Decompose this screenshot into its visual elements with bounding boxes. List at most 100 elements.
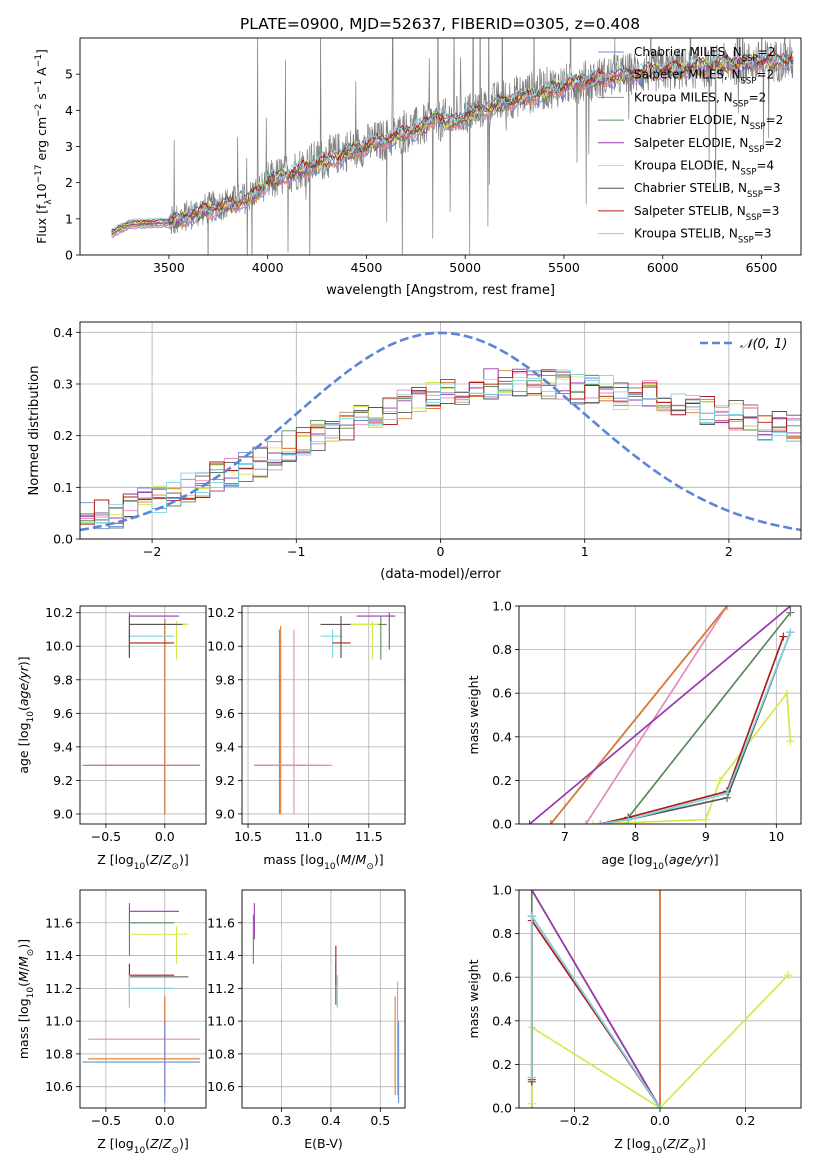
weight-marker	[786, 606, 795, 610]
x-tick-label: −2	[143, 544, 161, 559]
y-tick-label: 11.2	[207, 981, 235, 996]
x-tick-label: 9	[702, 829, 710, 844]
histogram-series	[80, 370, 801, 525]
y-tick-label: 0.4	[53, 325, 73, 340]
metallicity-xlabel: Z [log10(Z/Z⊙)]	[97, 1136, 189, 1156]
y-tick-label: 0.0	[492, 817, 512, 832]
y-tick-label: 9.8	[215, 672, 235, 687]
y-tick-label: 0.8	[492, 642, 512, 657]
x-tick-label: 0.0	[155, 1113, 175, 1128]
weight-line	[585, 606, 728, 824]
weight-marker	[715, 776, 724, 785]
y-tick-label: 0	[65, 248, 73, 263]
weight-marker	[786, 737, 795, 746]
weight-marker	[624, 815, 633, 824]
weight-line	[550, 606, 728, 824]
spectrum-lines	[111, 38, 794, 255]
figure-title: PLATE=0900, MJD=52637, FIBERID=0305, z=0…	[240, 15, 640, 33]
y-tick-label: 9.4	[53, 739, 73, 754]
weight-marker	[722, 606, 731, 610]
y-tick-label: 0.0	[53, 532, 73, 547]
y-tick-label: 11.4	[45, 948, 73, 963]
axes-frame	[79, 321, 802, 540]
x-tick-label: 4500	[351, 260, 383, 275]
weight-marker	[782, 689, 791, 698]
errorbars-age_vs_mass	[254, 612, 396, 814]
metallicity-xlabel: Z [log10(Z/Z⊙)]	[614, 1136, 706, 1156]
y-tick-label: 10.0	[45, 639, 73, 654]
gaussian-legend-label: 𝒩(0, 1)	[740, 337, 787, 352]
x-tick-label: 0.5	[370, 1113, 390, 1128]
y-tick-label: 9.4	[215, 739, 235, 754]
y-tick-label: 11.6	[45, 915, 73, 930]
x-tick-label: 11.5	[355, 829, 383, 844]
weight-line	[529, 606, 791, 824]
x-tick-label: 6000	[647, 260, 679, 275]
x-tick-label: 0.3	[272, 1113, 292, 1128]
x-tick-label: 0.0	[155, 829, 175, 844]
y-tick-label: 11.0	[45, 1014, 73, 1029]
weight-marker	[656, 890, 664, 894]
weight-marker	[701, 815, 710, 824]
weight-line	[627, 611, 792, 819]
y-tick-label: 9.2	[53, 773, 73, 788]
y-tick-label: 0.0	[492, 1101, 512, 1116]
x-tick-label: 0.2	[736, 1113, 756, 1128]
y-tick-label: 1.0	[492, 599, 512, 614]
legend-label: Salpeter MILES, NSSP=2	[634, 68, 774, 87]
weight-marker	[656, 1104, 664, 1108]
weight-line	[531, 890, 661, 1108]
x-tick-label: 11.0	[294, 829, 322, 844]
axes-mass_vs_ebv: 0.3 0.4 0.5 10.6 10.8 11.0 11.2 11.4 11.6	[207, 890, 405, 1128]
weight-marker	[527, 890, 536, 894]
y-tick-label: 1	[65, 211, 73, 226]
mass-xlabel: mass [log10(M/M⊙)]	[263, 852, 383, 872]
y-tick-label: 0.2	[492, 773, 512, 788]
model-spectrum-line	[111, 53, 794, 232]
legend-label: Kroupa MILES, NSSP=2	[634, 90, 766, 109]
errorbars-mass_vs_ebv	[252, 903, 400, 1104]
x-tick-label: 0.0	[650, 1113, 670, 1128]
legend-label: Salpeter ELODIE, NSSP=2	[634, 136, 782, 155]
model-spectrum-line	[111, 50, 794, 232]
weight-marker	[581, 820, 590, 824]
model-spectrum-line	[111, 48, 794, 230]
weight-marker	[527, 912, 536, 921]
residuals-xlabel: (data-model)/error	[380, 567, 501, 582]
y-tick-label: 4	[65, 103, 73, 118]
y-tick-label: 9.6	[215, 706, 235, 721]
lines-massweight_vs_Z	[527, 890, 793, 1108]
histograms	[80, 331, 801, 532]
y-tick-label: 11.0	[207, 1014, 235, 1029]
weight-marker	[525, 820, 534, 824]
y-tick-label: 0.4	[492, 729, 512, 744]
y-tick-label: 10.2	[207, 605, 235, 620]
axes-frame	[241, 605, 406, 825]
axes-frame	[518, 605, 802, 825]
axes-frame	[518, 889, 802, 1109]
y-tick-label: 0.6	[492, 970, 512, 985]
y-tick-label: 11.4	[207, 948, 235, 963]
weight-marker	[527, 1099, 536, 1108]
x-tick-label: 10.5	[234, 829, 262, 844]
y-tick-label: 0.6	[492, 686, 512, 701]
axes-frame	[79, 37, 802, 256]
y-tick-label: 0.3	[53, 377, 73, 392]
y-tick-label: 3	[65, 139, 73, 154]
y-tick-label: 9.2	[215, 773, 235, 788]
x-tick-label: 8	[631, 829, 639, 844]
y-tick-label: 2	[65, 175, 73, 190]
weight-marker	[596, 820, 605, 824]
y-tick-label: 10.2	[45, 605, 73, 620]
weight-marker	[722, 789, 731, 798]
legend-label: Chabrier ELODIE, NSSP=2	[634, 113, 783, 132]
weight-marker	[779, 632, 788, 641]
y-tick-label: 9.6	[53, 706, 73, 721]
x-tick-label: −0.2	[559, 1113, 589, 1128]
x-tick-label: 10	[768, 829, 784, 844]
ebv-xlabel: E(B-V)	[304, 1136, 343, 1151]
errorbars-age_vs_Z	[82, 612, 201, 814]
weight-marker	[589, 820, 598, 824]
y-tick-label: 9.8	[53, 672, 73, 687]
